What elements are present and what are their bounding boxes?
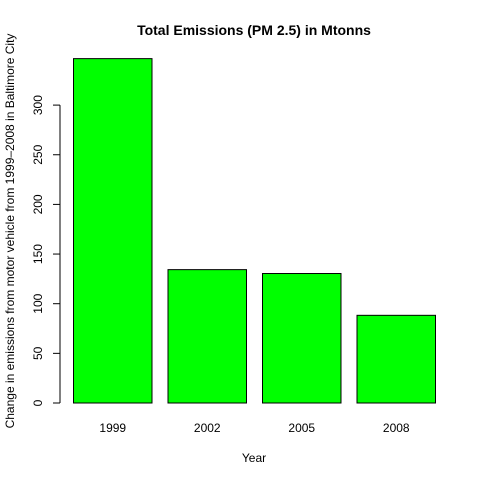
x-axis-label: Year bbox=[242, 451, 266, 465]
bar-2002 bbox=[167, 269, 247, 404]
x-tick-label-1999: 1999 bbox=[99, 421, 126, 435]
x-tick-label-2005: 2005 bbox=[288, 421, 315, 435]
bar-1999 bbox=[73, 58, 153, 404]
y-axis-ticks: 0 50 100 150 200 250 300 bbox=[31, 95, 60, 406]
y-tick-label-150: 150 bbox=[31, 244, 45, 264]
x-axis-tick-labels: 1999 2002 2005 2008 bbox=[99, 421, 410, 435]
y-tick-label-250: 250 bbox=[31, 144, 45, 164]
x-tick-label-2002: 2002 bbox=[194, 421, 221, 435]
x-tick-label-2008: 2008 bbox=[383, 421, 410, 435]
bar-2008 bbox=[356, 314, 436, 404]
bar-2005 bbox=[262, 273, 342, 404]
y-tick-label-300: 300 bbox=[31, 95, 45, 115]
y-axis-label: Change in emissions from motor vehicle f… bbox=[3, 34, 17, 429]
y-tick-label-0: 0 bbox=[31, 399, 45, 406]
chart-title: Total Emissions (PM 2.5) in Mtonns bbox=[137, 22, 371, 38]
y-tick-label-100: 100 bbox=[31, 293, 45, 313]
y-tick-label-200: 200 bbox=[31, 194, 45, 214]
y-axis: 0 50 100 150 200 250 300 bbox=[31, 95, 61, 406]
y-tick-label-50: 50 bbox=[31, 346, 45, 360]
bars-group bbox=[73, 58, 436, 404]
